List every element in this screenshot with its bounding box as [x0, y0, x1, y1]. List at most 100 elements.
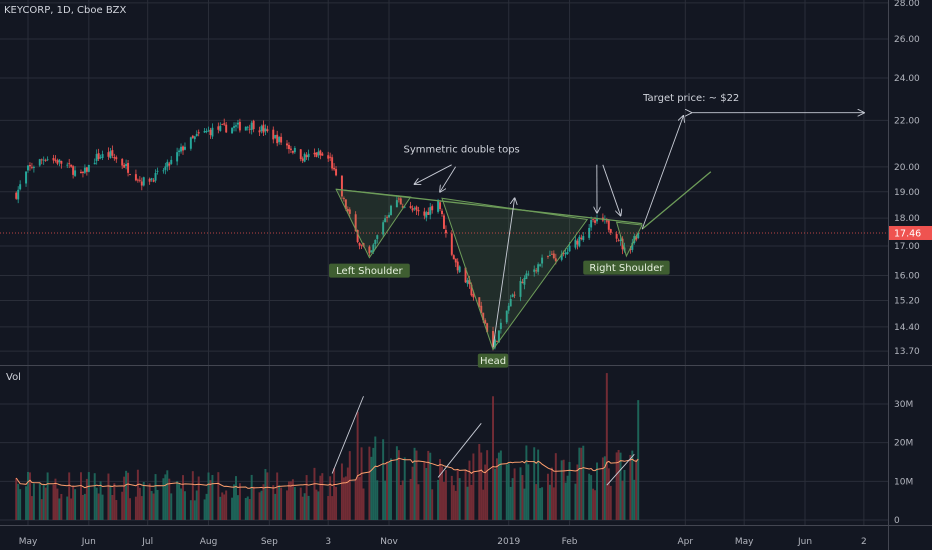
volume-bar [301, 496, 304, 520]
candle-body [317, 151, 320, 156]
candle-body [582, 236, 585, 241]
candle-body [87, 164, 90, 172]
candle-body [289, 148, 292, 150]
volume-bar [166, 470, 169, 520]
time-tick-label: 2 [861, 537, 867, 547]
volume-bar [507, 463, 510, 520]
volume-bar [519, 467, 522, 520]
volume-bar [291, 479, 294, 520]
price-tick-label: 13.70 [894, 347, 920, 357]
candle-body [301, 158, 304, 161]
candle-body [235, 125, 237, 127]
candle-body [246, 126, 249, 128]
volume-bar [444, 470, 447, 520]
candle-body [372, 244, 375, 252]
candle-body [79, 171, 82, 174]
volume-bar [195, 490, 198, 520]
volume-bar [74, 489, 77, 520]
candle-body [382, 222, 385, 235]
volume-bar [452, 485, 455, 520]
candle-body [607, 220, 610, 230]
candle-body [525, 273, 528, 279]
volume-bar [482, 489, 485, 520]
volume-bar [299, 487, 302, 520]
candle-body [129, 174, 132, 176]
volume-bar [541, 487, 544, 520]
candle-body [101, 154, 104, 158]
candle-body [25, 171, 28, 184]
volume-bar [44, 487, 47, 520]
volume-bar [631, 450, 634, 520]
candle-body [276, 134, 279, 144]
volume-bar [623, 469, 626, 520]
left-shoulder-shape [335, 188, 412, 259]
volume-bar [236, 495, 239, 520]
volume-bar [72, 485, 75, 520]
candle-body [346, 209, 349, 212]
candle-body [505, 310, 508, 323]
volume-bar [176, 480, 179, 520]
candle-body [594, 220, 597, 223]
candle-body [197, 132, 200, 134]
candle-body [552, 253, 555, 259]
volume-bar [521, 475, 524, 520]
volume-bar [427, 450, 430, 520]
candle-body [260, 126, 263, 132]
candle-body [609, 229, 612, 233]
candle-body [635, 236, 638, 240]
last-price-tag [889, 225, 932, 240]
volume-bar [97, 493, 100, 520]
candle-body [535, 270, 538, 272]
volume-bar [376, 480, 379, 520]
candle-body [527, 273, 530, 275]
candle-body [425, 212, 428, 218]
volume-bar [99, 481, 102, 520]
candle-body [464, 267, 467, 283]
candle-body [472, 294, 475, 298]
candle-body [452, 255, 455, 260]
candle-body [58, 159, 61, 163]
volume-bar [129, 498, 132, 520]
candle-body [546, 256, 549, 257]
price-tick-label: 16.00 [894, 272, 920, 282]
volume-bar [211, 474, 214, 520]
volume-bar [272, 485, 275, 520]
candle-body [299, 149, 302, 159]
volume-bar [637, 400, 640, 520]
candle-body [333, 167, 336, 170]
volume-bar [134, 496, 137, 520]
volume-bar [335, 486, 338, 520]
volume-bar [588, 473, 591, 520]
candle-body [442, 215, 445, 229]
volume-bar [368, 446, 371, 520]
volume-bar [564, 482, 567, 520]
candle-body [429, 207, 432, 215]
volume-bar [505, 464, 508, 520]
volume-bar [480, 452, 483, 520]
volume-bar [550, 467, 553, 520]
candle-body [566, 252, 569, 254]
volume-bar [596, 462, 598, 520]
volume-trend-line [606, 453, 635, 486]
candle-body [217, 126, 220, 130]
candle-body [252, 120, 255, 130]
annotation-label: Left Shoulder [336, 266, 403, 277]
volume-bar [456, 469, 459, 520]
volume-bar [162, 478, 165, 520]
candle-body [250, 122, 253, 130]
candle-body [550, 253, 553, 255]
volume-bar [60, 493, 63, 520]
candle-body [83, 167, 86, 173]
volume-bar [248, 499, 251, 520]
volume-label: Vol [6, 372, 21, 383]
candle-body [223, 123, 226, 125]
volume-bar [609, 485, 612, 520]
volume-bar [399, 484, 402, 520]
volume-bar [354, 479, 357, 520]
volume-bar [592, 488, 595, 520]
candle-body [403, 206, 406, 208]
volume-bar [415, 450, 418, 520]
volume-bar [30, 496, 33, 520]
candle-body [376, 235, 379, 240]
